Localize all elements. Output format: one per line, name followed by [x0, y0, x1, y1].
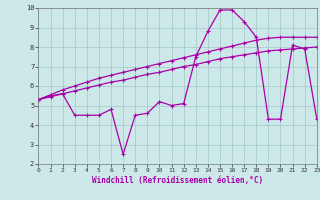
- X-axis label: Windchill (Refroidissement éolien,°C): Windchill (Refroidissement éolien,°C): [92, 176, 263, 185]
